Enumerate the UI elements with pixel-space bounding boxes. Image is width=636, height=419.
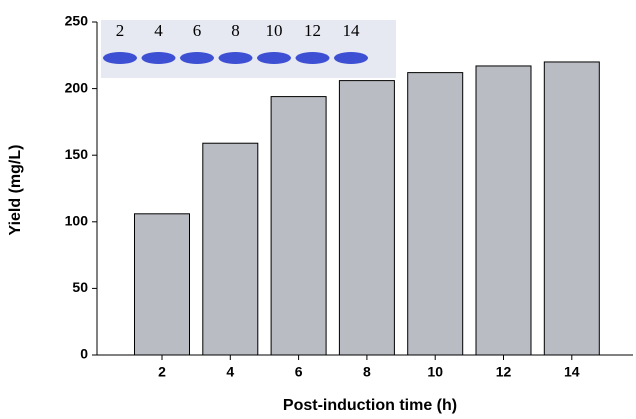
gel-band [103, 52, 137, 64]
lane-label: 6 [193, 21, 202, 40]
gel-band [180, 52, 214, 64]
gel-band [334, 52, 368, 64]
x-tick-label: 4 [226, 364, 234, 380]
y-tick-label: 50 [72, 279, 88, 295]
y-tick-label: 150 [65, 146, 89, 162]
bar [134, 213, 190, 356]
bar [270, 96, 327, 356]
bar [338, 80, 395, 356]
bar [202, 142, 259, 356]
lane-label: 12 [304, 21, 321, 40]
gel-band [141, 52, 176, 64]
gel-inset: 2 4 6 8 10 12 14 [101, 20, 396, 78]
x-tick-label: 12 [496, 364, 512, 380]
gel-band [257, 52, 291, 64]
y-tick-label: 200 [65, 79, 89, 95]
y-tick-label: 0 [80, 346, 88, 362]
bar [543, 61, 600, 356]
gel-background [101, 20, 396, 78]
x-tick-label: 10 [427, 364, 443, 380]
gel-band [295, 52, 330, 64]
x-tick-label: 2 [158, 364, 166, 380]
x-tick-label: 8 [363, 364, 371, 380]
bar [475, 65, 532, 356]
lane-label: 8 [231, 21, 240, 40]
y-axis-title: Yield (mg/L) [7, 145, 24, 236]
lane-label: 14 [343, 21, 361, 40]
lane-label: 4 [154, 21, 163, 40]
y-tick-label: 100 [65, 213, 89, 229]
gel-band [218, 52, 253, 64]
x-tick-label: 6 [295, 364, 303, 380]
lane-label: 2 [116, 21, 125, 40]
y-tick-label: 250 [65, 13, 89, 29]
x-axis-title: Post-induction time (h) [283, 397, 457, 414]
lane-label: 10 [266, 21, 283, 40]
bar [407, 72, 464, 356]
x-tick-label: 14 [564, 364, 580, 380]
